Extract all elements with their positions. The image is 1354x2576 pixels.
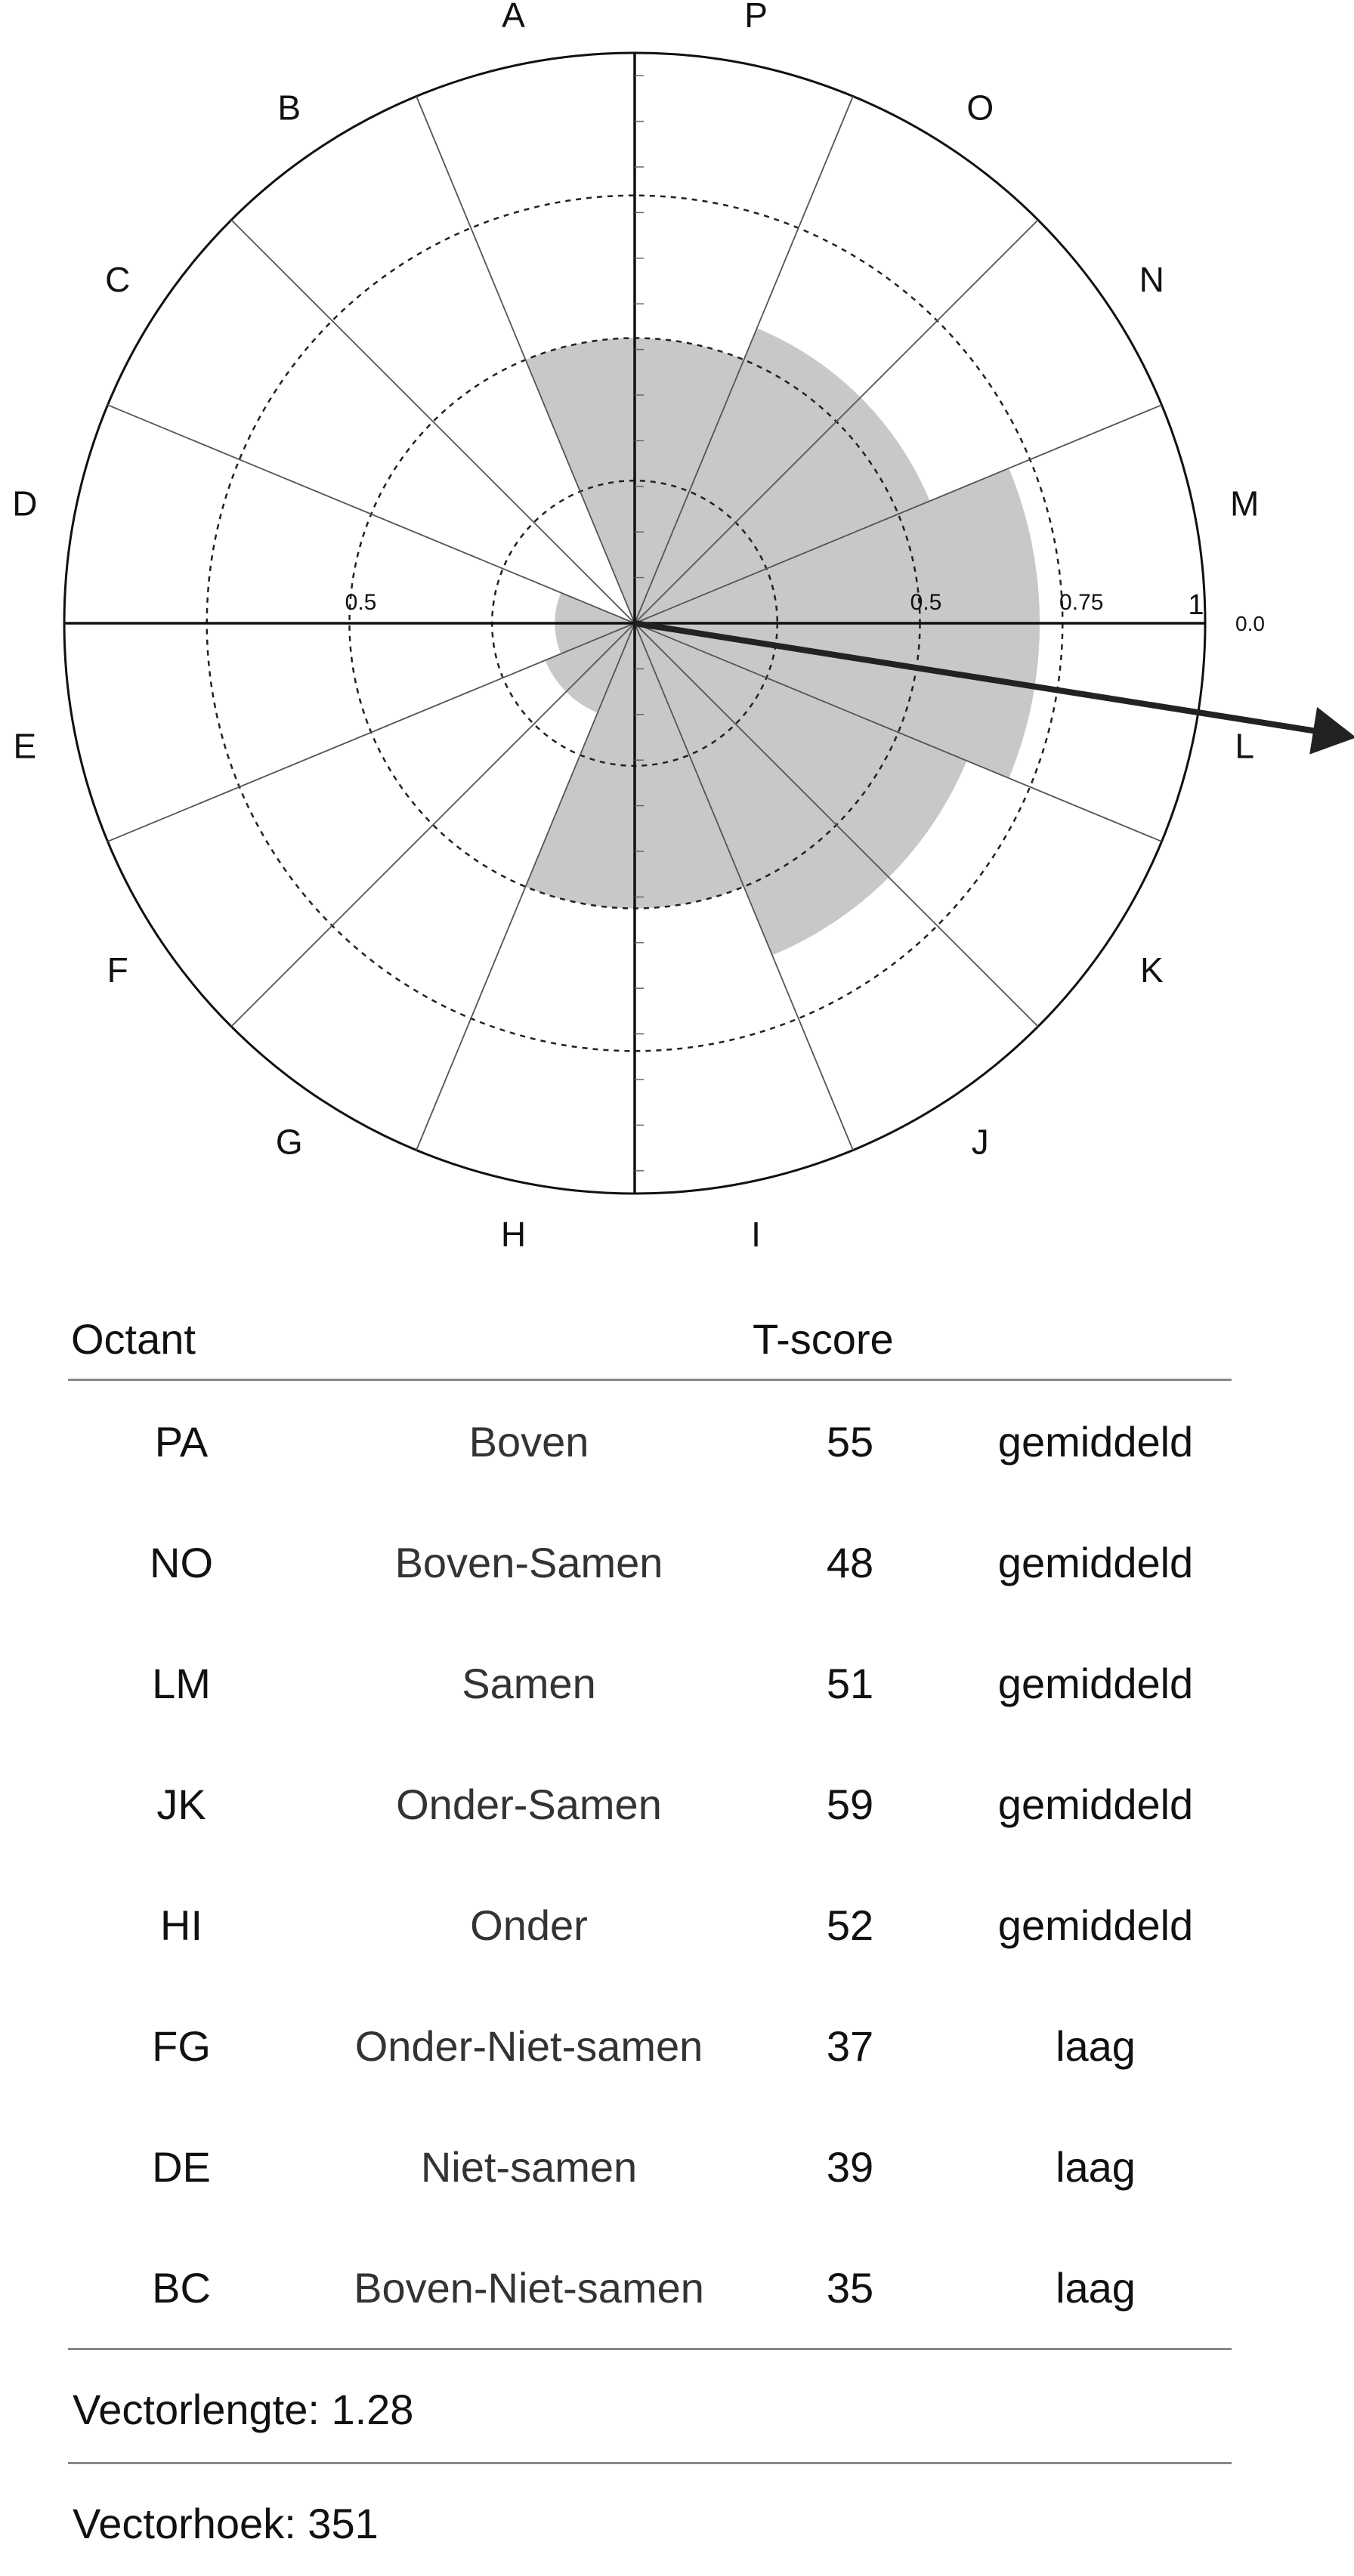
vector-arrow-shaft (634, 620, 1320, 735)
octant-level: laag (1056, 2143, 1136, 2191)
octant-level: gemiddeld (997, 1539, 1194, 1586)
header-rule (68, 1379, 1232, 1381)
spoke-line (107, 404, 635, 624)
radial-label-right-half: 0.5 (910, 590, 942, 615)
vector-arrow-head (1309, 706, 1354, 755)
vector-arrow-group (634, 620, 1354, 755)
octant-letter-j: J (972, 1122, 989, 1161)
octant-level: laag (1056, 2022, 1136, 2070)
octant-code: PA (154, 1418, 209, 1466)
octant-code: HI (160, 1901, 202, 1949)
radial-label-left-half: 0.5 (345, 590, 377, 615)
spoke-line (230, 622, 635, 1027)
octant-letter-b: B (277, 88, 301, 128)
table-row: LM Samen 51 gemiddeld (68, 1623, 1232, 1744)
table-row: NO Boven-Samen 48 gemiddeld (68, 1502, 1232, 1623)
octant-letter-d: D (12, 483, 37, 523)
octant-name: Samen (462, 1660, 596, 1707)
octant-letter-k: K (1140, 950, 1164, 990)
radial-label-right-three-quarter: 0.75 (1059, 590, 1103, 615)
table-row: FG Onder-Niet-samen 37 laag (68, 1985, 1232, 2106)
spokes-group (107, 96, 1162, 1151)
octant-letter-o: O (966, 88, 994, 128)
footer-rule (68, 2462, 1232, 2464)
octant-score: 39 (826, 2143, 874, 2191)
octant-code: JK (156, 1781, 206, 1828)
spoke-line (634, 622, 854, 1151)
octant-letter-p: P (744, 0, 768, 35)
octant-letter-n: N (1139, 260, 1164, 299)
octant-code: DE (152, 2143, 211, 2191)
octant-letter-l: L (1235, 727, 1254, 766)
spoke-line (634, 219, 1039, 624)
spoke-line (416, 96, 635, 624)
octant-score: 37 (826, 2022, 874, 2070)
octant-letter-f: F (107, 950, 128, 990)
header-tscore: T-score (753, 1315, 894, 1363)
table-row: HI Onder 52 gemiddeld (68, 1864, 1232, 1985)
spoke-line (634, 96, 854, 624)
table-bottom-rule (68, 2348, 1232, 2350)
vector-length: Vectorlengte: 1.28 (68, 2350, 1232, 2462)
vector-angle: Vectorhoek: 351 (68, 2464, 1232, 2576)
octant-level: gemiddeld (997, 1418, 1194, 1466)
octant-letter-e: E (13, 727, 36, 766)
vector-length-text: Vectorlengte: 1.28 (73, 2386, 414, 2433)
octant-level: gemiddeld (997, 1660, 1194, 1707)
octant-score: 59 (826, 1781, 874, 1828)
radial-label-zero: 0.0 (1235, 612, 1265, 635)
spoke-line (107, 622, 635, 842)
octant-score: 48 (826, 1539, 874, 1586)
spoke-line (634, 622, 1039, 1027)
table-row: PA Boven 55 gemiddeld (68, 1381, 1232, 1502)
octant-letter-m: M (1230, 483, 1259, 523)
octant-name: Boven (468, 1418, 589, 1466)
circumplex-chart: P O N M L K J I H G F E D C B A 0.5 0.5 0.75 1 0.0 (12, 0, 1354, 1254)
octant-letter-a: A (502, 0, 525, 35)
octant-code: NO (150, 1539, 213, 1586)
table-row: JK Onder-Samen 59 gemiddeld (68, 1744, 1232, 1864)
table-rows: PA Boven 55 gemiddeld NO Boven-Samen 48 … (68, 1381, 1232, 2348)
vector-angle-text: Vectorhoek: 351 (73, 2500, 379, 2547)
octant-code: FG (152, 2022, 211, 2070)
octant-level: laag (1056, 2264, 1136, 2312)
octant-letter-i: I (751, 1215, 761, 1254)
octant-code: BC (152, 2264, 211, 2312)
spoke-line (416, 622, 635, 1151)
octant-name: Onder-Niet-samen (354, 2022, 703, 2070)
radial-label-right-full: 1 (1188, 589, 1204, 621)
octant-name: Niet-samen (420, 2143, 638, 2191)
octant-name: Boven-Niet-samen (354, 2264, 704, 2312)
octant-name: Onder (470, 1901, 588, 1949)
octant-letter-h: H (501, 1215, 526, 1254)
octant-name: Boven-Samen (394, 1539, 663, 1586)
octant-score: 55 (826, 1418, 874, 1466)
octant-score: 52 (826, 1901, 874, 1949)
table-header: Octant T-score (68, 1299, 1232, 1379)
table-row: DE Niet-samen 39 laag (68, 2106, 1232, 2227)
octant-level: gemiddeld (997, 1781, 1194, 1828)
header-octant: Octant (71, 1315, 196, 1363)
spoke-line (634, 404, 1162, 624)
octant-letter-g: G (276, 1122, 303, 1161)
labels-group: P O N M L K J I H G F E D C B A 0.5 0.5 0.75 1 0.0 (12, 0, 1265, 1254)
octant-table: Octant T-score PA Boven 55 gemiddeld NO … (68, 1299, 1232, 2576)
octant-name: Onder-Samen (396, 1781, 662, 1828)
spoke-line (230, 219, 635, 624)
octant-letter-c: C (105, 260, 130, 299)
octant-score: 35 (826, 2264, 874, 2312)
spoke-line (634, 622, 1162, 842)
table-row: BC Boven-Niet-samen 35 laag (68, 2227, 1232, 2348)
octant-code: LM (152, 1660, 211, 1707)
octant-fill-group (525, 328, 1040, 956)
octant-score: 51 (826, 1660, 874, 1707)
octant-level: gemiddeld (997, 1901, 1194, 1949)
